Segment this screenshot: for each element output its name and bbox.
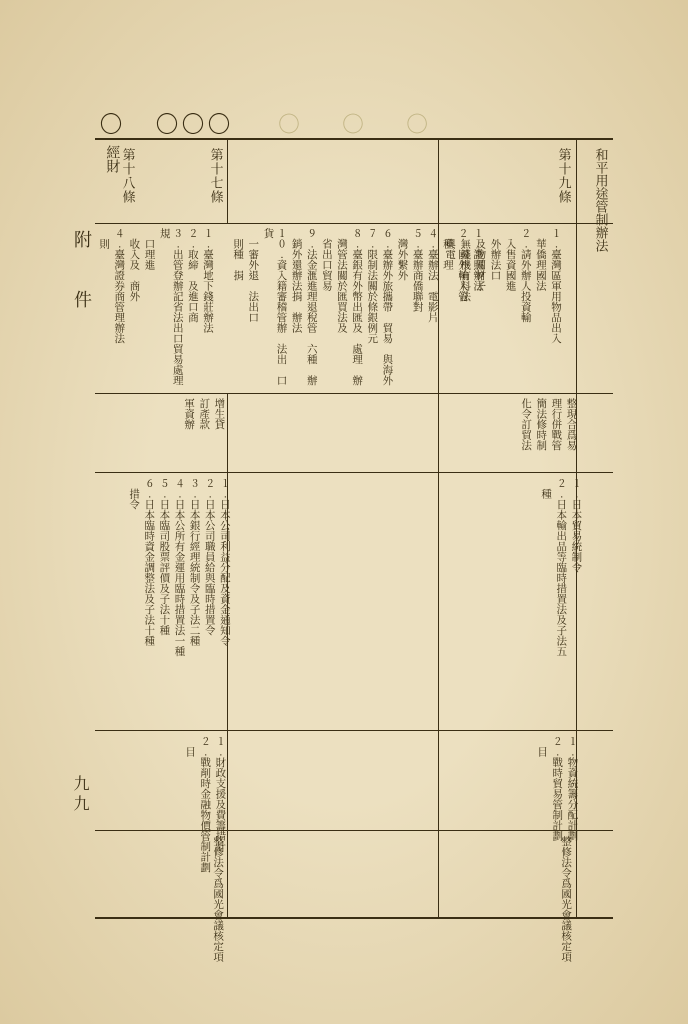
row1-r-3: 入售資國進: [505, 228, 518, 388]
row1-l-3: 口理進: [143, 228, 156, 388]
row1-m-15: 則種 捐: [232, 228, 245, 388]
mark-faint-1: ○: [278, 108, 304, 139]
row4-right: 1.物資統籌分配計劃 2.戰時貿易管制計劃 目: [536, 736, 579, 841]
row1-m-10: 省出口貿易: [321, 228, 334, 388]
rule-row2: [95, 472, 613, 473]
mark-solid-1: 〇: [100, 108, 126, 139]
row3-left: 1.日本公司利益分配及資金通知令 2.日本公司職員給與臨時措置令 3.日本銀行經…: [128, 478, 232, 657]
row1-m-4: 5.臺辦商僑聯對: [412, 228, 425, 388]
row0-far-right: 和平用途管制辦法: [593, 148, 611, 252]
article-19: 第十九條: [556, 148, 574, 204]
article-18: 第十八條: [120, 148, 138, 204]
row2-left: 增生貸 訂產款 軍資辦: [183, 398, 226, 430]
row2-r-1: 理行併戰管: [550, 398, 563, 451]
row2-r-3: 化令訂貿法: [520, 398, 533, 451]
row3-l-1: 2.日本公司職員給與臨時措置令: [204, 478, 217, 657]
side-label-1: 附: [70, 230, 96, 248]
row3-r-0: 1.日本貿易統制令: [570, 478, 583, 657]
row2-l-1: 訂產款: [198, 398, 211, 430]
row1-r-4: 外辦法口: [489, 228, 502, 388]
row1-m-2: 種 理: [442, 228, 455, 388]
row3-l-4: 5.日本臨司股票評價及子法十種: [158, 478, 171, 657]
row1-m-0: 1.護照辦法: [472, 228, 485, 388]
row3-r-1: 2.日本輸出品等臨時措置法及子法五: [555, 478, 568, 657]
header-marks: 〇 〇〇〇 ○ ○ ○: [100, 108, 432, 139]
row1-m-11: 9.法金滙進理退稅管 六種 辦: [306, 228, 319, 388]
row3-l-3: 4.日本公所有金運用臨時措置法一種: [173, 478, 186, 657]
row1-m-12: 銷外還辦法捐 辦法: [291, 228, 304, 388]
mark-faint-2: ○: [342, 108, 368, 139]
row5-left: 整修法令爲國光會議核定項: [212, 836, 225, 962]
rule-row1: [95, 393, 613, 394]
rule-row3: [95, 730, 613, 731]
row3-l-2: 3.日本銀行經理統制令及子法二種: [189, 478, 202, 657]
row1-m-5: 灣外繫外: [396, 228, 409, 388]
row3-right: 1.日本貿易統制令 2.日本輸出品等臨時措置法及子法五 種: [540, 478, 583, 657]
mark-faint-3: ○: [406, 108, 432, 139]
row3-l-5: 6.日本臨時資金調整法及子法十種: [143, 478, 156, 657]
rule-bottom: [95, 917, 613, 919]
rule-v-left-r2: [227, 393, 228, 472]
rule-v-left-top: [227, 138, 228, 223]
page-content: 〇 〇〇〇 ○ ○ ○ 附 件 九九 經財 和平用途管制辦法 第十九條 第十七條…: [0, 0, 688, 1024]
row2-right: 整現合爲易 理行併戰管 簡法修時制 化令訂貿法: [520, 398, 579, 451]
row5-right: 整修法令爲國光會議核定項: [560, 836, 573, 962]
row1-left-block: 1.臺灣地下錢莊辦法 2.取締 及進口商 3.出管登辦記省法出口貿易處理規 口理…: [98, 228, 215, 388]
row1-l-5: 4.臺灣證券商管理辦法: [113, 228, 126, 388]
rule-top: [95, 138, 613, 140]
row1-m-13: 10.資入籍審稽管辦 法出 口貨: [262, 228, 288, 388]
row1-r-0: 1.臺灣區軍用物品出入: [550, 228, 563, 388]
row1-m-6: 6.臺辦外旅攜帶 貿易 與海外: [381, 228, 394, 388]
row3-l-0: 1.日本公司利益分配及資金通知令: [219, 478, 232, 657]
row1-mid-block: 1.護照辦法 2.國外輸入管 種 理 4.臺辦法 電影片 5.臺辦商僑聯對 灣外…: [232, 228, 485, 388]
row2-r-2: 簡法修時制: [535, 398, 548, 451]
row1-m-1: 2.國外輸入管: [457, 228, 470, 388]
row4-r-1: 2.戰時貿易管制計劃: [551, 736, 564, 841]
rule-row0: [95, 223, 613, 224]
row1-m-14: 一審外退 法出口: [247, 228, 260, 388]
row3-l-6: 措令: [128, 478, 141, 657]
row4-r-0: 1.物資統籌分配計劃: [566, 736, 579, 841]
side-label-2: 件: [70, 290, 96, 308]
page-number: 九九: [70, 775, 93, 815]
row1-m-3: 4.臺辦法 電影片: [427, 228, 440, 388]
row1-l-0: 1.臺灣地下錢莊辦法: [202, 228, 215, 388]
row1-l-2: 3.出管登辦記省法出口貿易處理規: [159, 228, 185, 388]
row1-r-2: 2.請外辦人投資輸: [520, 228, 533, 388]
article-17: 第十七條: [208, 148, 226, 204]
row4-l-2: 目: [184, 736, 197, 873]
row2-l-0: 增生貸: [213, 398, 226, 430]
row1-l-1: 2.取締 及進口商: [187, 228, 200, 388]
row2-r-0: 整現合爲易: [565, 398, 578, 451]
row3-r-2: 種: [540, 478, 553, 657]
row1-m-7: 7.限制法關於條銀例元: [366, 228, 379, 388]
row1-l-4: 收入及 商外: [128, 228, 141, 388]
row1-r-1: 華僑理國法: [535, 228, 548, 388]
row2-l-2: 軍資辦: [183, 398, 196, 430]
row1-m-8: 8.臺銀有外幣出匯及 處理 辦: [351, 228, 364, 388]
row4-r-2: 目: [536, 736, 549, 841]
mark-solid-2: 〇〇〇: [156, 108, 234, 139]
row1-m-9: 灣管法關於匯買法及: [336, 228, 349, 388]
row1-l-6: 則: [98, 228, 111, 388]
